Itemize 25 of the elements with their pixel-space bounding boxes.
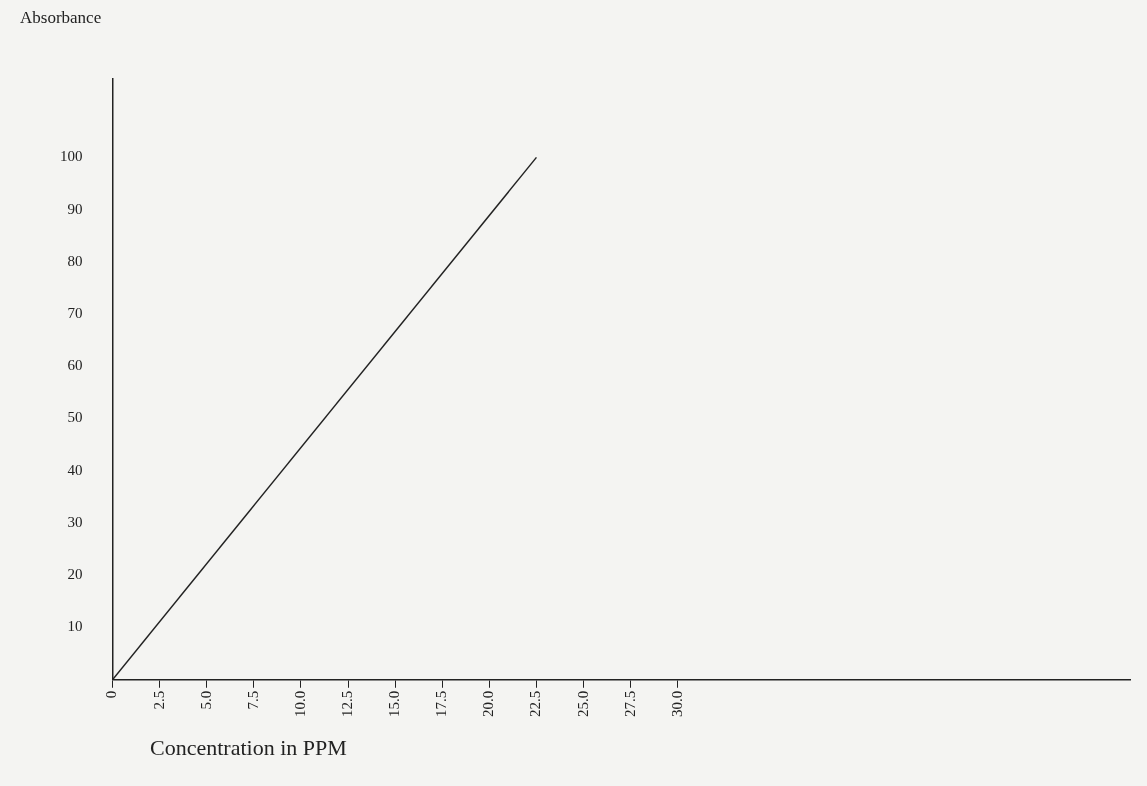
x-tick-label: 10.0 [291, 690, 308, 717]
x-tick-label: 17.5 [433, 690, 450, 717]
y-tick-label: 60 [67, 357, 83, 374]
y-tick-label: 50 [67, 409, 83, 426]
x-tick-label: 0 [103, 690, 120, 699]
x-tick-label: 25.0 [574, 690, 591, 717]
y-tick-label: 70 [67, 305, 83, 322]
x-tick-label: 7.5 [244, 690, 261, 710]
x-tick-label: 5.0 [197, 690, 214, 710]
y-tick-label: 90 [67, 200, 83, 217]
x-tick-label: 22.5 [527, 690, 544, 717]
x-tick-label: 30.0 [668, 690, 685, 717]
y-tick-label: 10 [67, 618, 83, 635]
y-tick-label: 100 [60, 148, 83, 165]
y-tick-label: 30 [67, 513, 83, 530]
y-tick-label: 40 [67, 461, 83, 478]
x-axis-title: Concentration in PPM [150, 735, 347, 761]
x-tick-label: 12.5 [338, 690, 355, 717]
x-tick-label: 27.5 [621, 690, 638, 717]
x-tick-label: 2.5 [150, 690, 167, 710]
x-tick-label: 20.0 [480, 690, 497, 717]
y-tick-label: 20 [67, 566, 83, 583]
y-tick-label: 80 [67, 252, 83, 269]
y-axis-title: Absorbance [20, 8, 102, 28]
x-tick-label: 15.0 [386, 690, 403, 717]
